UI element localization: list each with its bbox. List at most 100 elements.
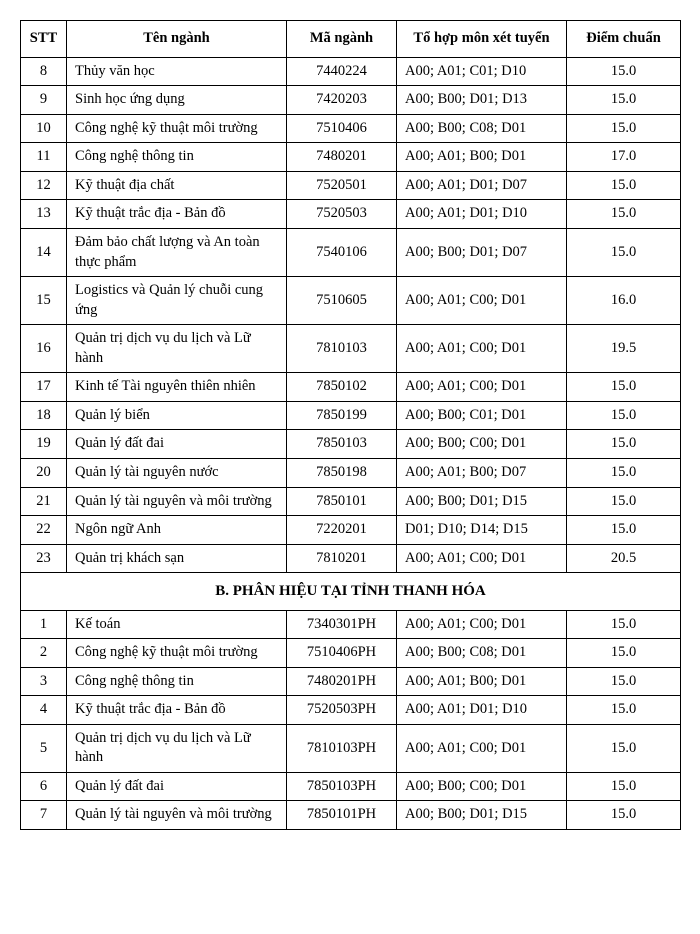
table-row: 22Ngôn ngữ Anh7220201D01; D10; D14; D151… xyxy=(21,516,681,545)
cell-stt: 22 xyxy=(21,516,67,545)
cell-combo: A00; A01; D01; D10 xyxy=(397,696,567,725)
table-row: 18Quản lý biển7850199A00; B00; C01; D011… xyxy=(21,401,681,430)
cell-code: 7850102 xyxy=(287,373,397,402)
cell-score: 16.0 xyxy=(567,277,681,325)
cell-name: Thủy văn học xyxy=(67,57,287,86)
col-header-stt: STT xyxy=(21,21,67,58)
cell-score: 15.0 xyxy=(567,801,681,830)
cell-stt: 23 xyxy=(21,544,67,573)
table-row: 10Công nghệ kỹ thuật môi trường7510406A0… xyxy=(21,114,681,143)
table-row: 23Quản trị khách sạn7810201A00; A01; C00… xyxy=(21,544,681,573)
cell-score: 15.0 xyxy=(567,459,681,488)
col-header-combo: Tổ hợp môn xét tuyển xyxy=(397,21,567,58)
cell-score: 15.0 xyxy=(567,667,681,696)
cell-name: Ngôn ngữ Anh xyxy=(67,516,287,545)
cell-score: 15.0 xyxy=(567,373,681,402)
cell-combo: A00; B00; D01; D13 xyxy=(397,86,567,115)
cell-stt: 7 xyxy=(21,801,67,830)
cell-stt: 16 xyxy=(21,325,67,373)
cell-score: 15.0 xyxy=(567,401,681,430)
table-row: 14Đảm bảo chất lượng và An toàn thực phẩ… xyxy=(21,228,681,276)
cell-stt: 9 xyxy=(21,86,67,115)
cell-code: 7810201 xyxy=(287,544,397,573)
cell-score: 15.0 xyxy=(567,724,681,772)
cell-combo: D01; D10; D14; D15 xyxy=(397,516,567,545)
cell-score: 15.0 xyxy=(567,57,681,86)
cell-score: 15.0 xyxy=(567,772,681,801)
cell-stt: 8 xyxy=(21,57,67,86)
col-header-code: Mã ngành xyxy=(287,21,397,58)
cell-combo: A00; A01; D01; D10 xyxy=(397,200,567,229)
cell-score: 17.0 xyxy=(567,143,681,172)
cell-score: 15.0 xyxy=(567,114,681,143)
cell-combo: A00; A01; C00; D01 xyxy=(397,373,567,402)
cell-combo: A00; B00; C08; D01 xyxy=(397,639,567,668)
cell-stt: 12 xyxy=(21,171,67,200)
admission-table: STT Tên ngành Mã ngành Tổ hợp môn xét tu… xyxy=(20,20,681,830)
cell-code: 7420203 xyxy=(287,86,397,115)
cell-score: 15.0 xyxy=(567,696,681,725)
cell-score: 15.0 xyxy=(567,487,681,516)
cell-name: Kỹ thuật trắc địa - Bản đồ xyxy=(67,200,287,229)
table-row: 4Kỹ thuật trắc địa - Bản đồ7520503PHA00;… xyxy=(21,696,681,725)
table-row: 21Quản lý tài nguyên và môi trường785010… xyxy=(21,487,681,516)
cell-code: 7850199 xyxy=(287,401,397,430)
section-header-row: B. PHÂN HIỆU TẠI TỈNH THANH HÓA xyxy=(21,573,681,610)
cell-stt: 19 xyxy=(21,430,67,459)
table-row: 13Kỹ thuật trắc địa - Bản đồ7520503A00; … xyxy=(21,200,681,229)
cell-combo: A00; A01; C00; D01 xyxy=(397,325,567,373)
cell-code: 7850101PH xyxy=(287,801,397,830)
cell-stt: 11 xyxy=(21,143,67,172)
cell-name: Công nghệ thông tin xyxy=(67,667,287,696)
cell-name: Công nghệ kỹ thuật môi trường xyxy=(67,639,287,668)
col-header-name: Tên ngành xyxy=(67,21,287,58)
cell-score: 15.0 xyxy=(567,430,681,459)
cell-combo: A00; A01; D01; D07 xyxy=(397,171,567,200)
cell-stt: 21 xyxy=(21,487,67,516)
cell-combo: A00; A01; C00; D01 xyxy=(397,610,567,639)
cell-combo: A00; B00; D01; D07 xyxy=(397,228,567,276)
table-header: STT Tên ngành Mã ngành Tổ hợp môn xét tu… xyxy=(21,21,681,58)
table-row: 6Quản lý đất đai7850103PHA00; B00; C00; … xyxy=(21,772,681,801)
cell-name: Kế toán xyxy=(67,610,287,639)
table-row: 19Quản lý đất đai7850103A00; B00; C00; D… xyxy=(21,430,681,459)
cell-combo: A00; B00; D01; D15 xyxy=(397,801,567,830)
cell-name: Kỹ thuật trắc địa - Bản đồ xyxy=(67,696,287,725)
cell-combo: A00; B00; C00; D01 xyxy=(397,430,567,459)
cell-name: Kinh tế Tài nguyên thiên nhiên xyxy=(67,373,287,402)
cell-code: 7540106 xyxy=(287,228,397,276)
table-row: 16Quản trị dịch vụ du lịch và Lữ hành781… xyxy=(21,325,681,373)
cell-combo: A00; B00; C01; D01 xyxy=(397,401,567,430)
cell-code: 7850101 xyxy=(287,487,397,516)
cell-code: 7220201 xyxy=(287,516,397,545)
table-row: 9Sinh học ứng dụng7420203A00; B00; D01; … xyxy=(21,86,681,115)
table-row: 3Công nghệ thông tin7480201PHA00; A01; B… xyxy=(21,667,681,696)
cell-score: 15.0 xyxy=(567,516,681,545)
table-row: 7Quản lý tài nguyên và môi trường7850101… xyxy=(21,801,681,830)
cell-name: Đảm bảo chất lượng và An toàn thực phẩm xyxy=(67,228,287,276)
cell-code: 7520503 xyxy=(287,200,397,229)
table-row: 11Công nghệ thông tin7480201A00; A01; B0… xyxy=(21,143,681,172)
cell-stt: 17 xyxy=(21,373,67,402)
cell-score: 15.0 xyxy=(567,200,681,229)
cell-combo: A00; A01; C00; D01 xyxy=(397,544,567,573)
table-row: 15Logistics và Quản lý chuỗi cung ứng751… xyxy=(21,277,681,325)
cell-stt: 18 xyxy=(21,401,67,430)
cell-name: Quản trị dịch vụ du lịch và Lữ hành xyxy=(67,325,287,373)
cell-name: Công nghệ thông tin xyxy=(67,143,287,172)
cell-code: 7810103PH xyxy=(287,724,397,772)
cell-code: 7520503PH xyxy=(287,696,397,725)
cell-stt: 3 xyxy=(21,667,67,696)
cell-name: Quản lý tài nguyên và môi trường xyxy=(67,487,287,516)
cell-combo: A00; B00; C00; D01 xyxy=(397,772,567,801)
cell-combo: A00; A01; B00; D01 xyxy=(397,667,567,696)
table-row: 8Thủy văn học7440224A00; A01; C01; D1015… xyxy=(21,57,681,86)
col-header-score: Điểm chuẩn xyxy=(567,21,681,58)
cell-stt: 13 xyxy=(21,200,67,229)
cell-code: 7510605 xyxy=(287,277,397,325)
cell-score: 15.0 xyxy=(567,610,681,639)
section-b-title: B. PHÂN HIỆU TẠI TỈNH THANH HÓA xyxy=(21,573,681,610)
cell-name: Công nghệ kỹ thuật môi trường xyxy=(67,114,287,143)
cell-name: Kỹ thuật địa chất xyxy=(67,171,287,200)
table-row: 12Kỹ thuật địa chất7520501A00; A01; D01;… xyxy=(21,171,681,200)
